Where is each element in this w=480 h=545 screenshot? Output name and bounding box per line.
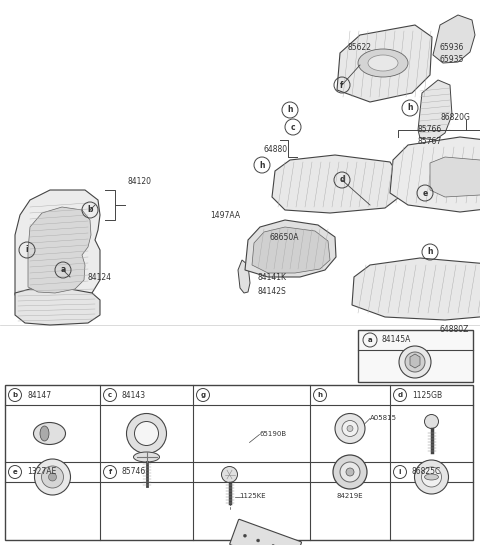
Text: 1125KE: 1125KE — [240, 494, 266, 500]
FancyBboxPatch shape — [230, 519, 301, 545]
Text: 65936: 65936 — [440, 43, 464, 51]
Circle shape — [257, 539, 260, 542]
Circle shape — [243, 534, 246, 537]
Text: 85746: 85746 — [122, 468, 146, 476]
Text: d: d — [339, 175, 345, 185]
Text: 85622: 85622 — [348, 43, 372, 51]
Text: f: f — [108, 469, 111, 475]
Text: 84142S: 84142S — [258, 287, 287, 295]
Text: 1497AA: 1497AA — [210, 210, 240, 220]
Circle shape — [421, 467, 442, 487]
Ellipse shape — [358, 49, 408, 77]
Text: 1125GB: 1125GB — [412, 391, 442, 399]
Text: 84120: 84120 — [128, 178, 152, 186]
Text: 84219E: 84219E — [336, 493, 363, 499]
Bar — [358, 330, 473, 382]
Ellipse shape — [34, 422, 65, 445]
Ellipse shape — [40, 426, 49, 441]
Circle shape — [340, 462, 360, 482]
Circle shape — [347, 426, 353, 432]
Polygon shape — [15, 289, 100, 325]
Text: h: h — [317, 392, 323, 398]
Text: e: e — [422, 189, 428, 197]
Circle shape — [35, 459, 71, 495]
Polygon shape — [252, 227, 330, 273]
Ellipse shape — [368, 55, 398, 71]
Text: 84145A: 84145A — [382, 336, 411, 344]
Text: 1327AE: 1327AE — [27, 468, 56, 476]
Text: 84147: 84147 — [27, 391, 51, 399]
Polygon shape — [430, 157, 480, 197]
Circle shape — [41, 466, 63, 488]
Circle shape — [335, 414, 365, 444]
Circle shape — [127, 414, 167, 453]
Bar — [5, 385, 473, 540]
Circle shape — [48, 473, 57, 481]
Text: i: i — [26, 245, 28, 255]
Text: 84143: 84143 — [122, 391, 146, 399]
Ellipse shape — [424, 474, 439, 480]
Circle shape — [134, 421, 158, 445]
Polygon shape — [15, 190, 100, 301]
Text: A05815: A05815 — [370, 415, 397, 421]
Text: 85766: 85766 — [418, 125, 442, 135]
Circle shape — [346, 468, 354, 476]
Polygon shape — [418, 80, 452, 140]
Circle shape — [399, 346, 431, 378]
Polygon shape — [28, 207, 91, 293]
Polygon shape — [272, 155, 400, 213]
Polygon shape — [245, 220, 336, 277]
Text: c: c — [108, 392, 112, 398]
Text: 85767: 85767 — [418, 136, 442, 146]
Ellipse shape — [133, 452, 159, 462]
Text: 84124: 84124 — [88, 272, 112, 282]
Circle shape — [415, 460, 448, 494]
Text: a: a — [60, 265, 66, 275]
Polygon shape — [390, 137, 480, 212]
Text: 65935: 65935 — [440, 54, 464, 64]
Polygon shape — [352, 258, 480, 320]
Text: f: f — [340, 81, 344, 89]
Text: c: c — [291, 123, 295, 131]
Circle shape — [221, 467, 238, 482]
Text: a: a — [368, 337, 372, 343]
Circle shape — [405, 352, 425, 372]
Polygon shape — [238, 260, 250, 293]
Text: 84141K: 84141K — [258, 274, 287, 282]
Text: 64880Z: 64880Z — [440, 325, 469, 335]
Text: i: i — [399, 469, 401, 475]
Text: 86820G: 86820G — [440, 113, 470, 123]
Text: h: h — [259, 160, 265, 169]
Text: b: b — [87, 205, 93, 215]
Text: b: b — [12, 392, 18, 398]
Text: d: d — [397, 392, 403, 398]
Text: 68650A: 68650A — [270, 233, 300, 243]
Text: e: e — [12, 469, 17, 475]
Text: h: h — [287, 106, 293, 114]
Text: g: g — [201, 392, 205, 398]
Polygon shape — [433, 15, 475, 63]
Circle shape — [333, 455, 367, 489]
Text: 64880: 64880 — [264, 146, 288, 154]
Text: 65190B: 65190B — [260, 432, 287, 438]
Text: 86825C: 86825C — [412, 468, 441, 476]
Text: h: h — [407, 104, 413, 112]
Circle shape — [342, 421, 358, 437]
Text: h: h — [427, 247, 433, 257]
Circle shape — [424, 415, 439, 428]
Polygon shape — [337, 25, 432, 102]
Polygon shape — [410, 354, 420, 368]
